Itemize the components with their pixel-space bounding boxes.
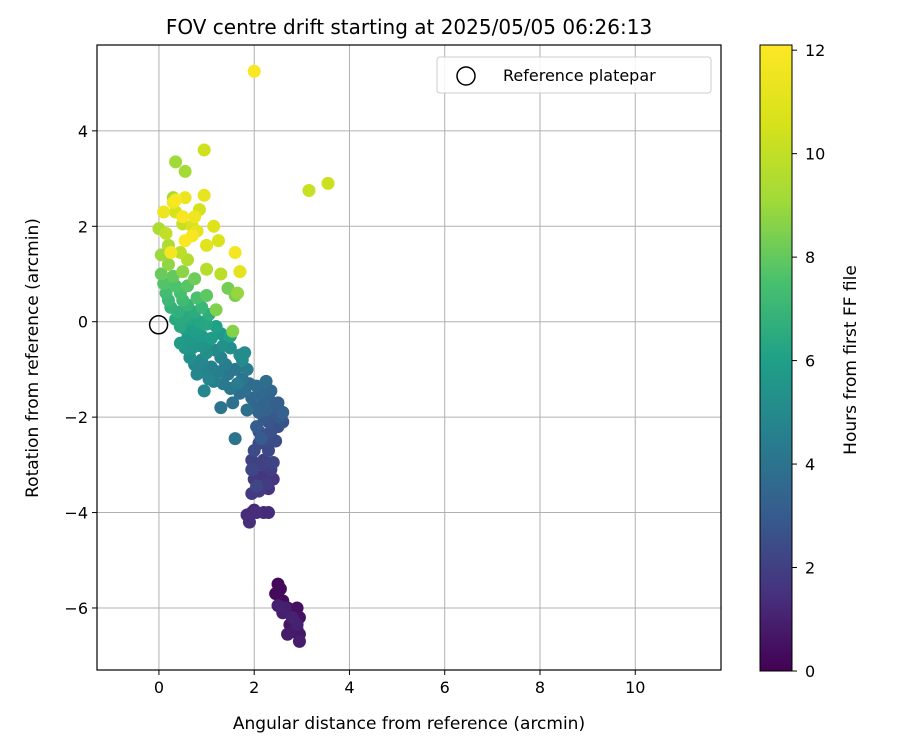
scatter-point bbox=[211, 234, 225, 248]
legend-box bbox=[436, 56, 712, 94]
scatter-point bbox=[169, 193, 183, 207]
y-tick-label: −4 bbox=[64, 504, 88, 523]
x-tick-label: 4 bbox=[344, 678, 354, 697]
colorbar-tick-label: 12 bbox=[805, 41, 825, 60]
scatter-point bbox=[266, 455, 280, 469]
data-points bbox=[152, 64, 335, 648]
scatter-point bbox=[231, 286, 245, 300]
legend-label: Reference platepar bbox=[503, 66, 656, 85]
colorbar-tick-label: 8 bbox=[805, 248, 815, 267]
colorbar: 0 2 4 6 8 10 12 Hours from first FF file bbox=[759, 41, 861, 681]
scatter-point bbox=[207, 219, 221, 233]
scatter-point bbox=[173, 336, 187, 350]
scatter-point bbox=[169, 155, 183, 169]
x-axis-label: Angular distance from reference (arcmin) bbox=[233, 714, 585, 734]
colorbar-ticks: 0 2 4 6 8 10 12 bbox=[792, 41, 825, 681]
scatter-point bbox=[250, 479, 264, 493]
legend-hollow-circle-marker bbox=[456, 66, 476, 86]
scatter-point bbox=[188, 210, 202, 224]
scatter-point bbox=[302, 184, 316, 198]
scatter-point bbox=[261, 506, 275, 520]
scatter-point bbox=[247, 444, 261, 458]
scatter-point bbox=[176, 210, 190, 224]
colorbar-tick-label: 4 bbox=[805, 455, 815, 474]
scatter-point bbox=[228, 246, 242, 260]
scatter-point bbox=[200, 262, 214, 276]
scatter-point bbox=[202, 372, 216, 386]
scatter-point bbox=[250, 420, 264, 434]
scatter-point bbox=[271, 599, 285, 613]
legend: Reference platepar bbox=[436, 56, 712, 94]
colorbar-tick-label: 0 bbox=[805, 662, 815, 681]
scatter-point bbox=[259, 374, 273, 388]
scatter-point bbox=[214, 401, 228, 415]
x-tick-label: 2 bbox=[249, 678, 259, 697]
scatter-point bbox=[173, 246, 187, 260]
x-tick-label: 10 bbox=[625, 678, 645, 697]
colorbar-tick-label: 6 bbox=[805, 352, 815, 371]
y-tick-label: 4 bbox=[78, 122, 88, 141]
scatter-point bbox=[178, 234, 192, 248]
scatter-point bbox=[209, 303, 223, 317]
colorbar-label: Hours from first FF file bbox=[841, 265, 861, 455]
scatter-point bbox=[281, 627, 295, 641]
scatter-point bbox=[157, 205, 171, 219]
scatter-point bbox=[159, 226, 173, 240]
y-tick-label: −6 bbox=[64, 599, 88, 618]
y-axis-label: Rotation from reference (arcmin) bbox=[23, 218, 43, 498]
x-axis-ticks: 0 2 4 6 8 10 bbox=[154, 670, 645, 697]
scatter-point bbox=[233, 265, 247, 279]
scatter-point bbox=[188, 272, 202, 286]
scatter-point bbox=[242, 515, 256, 529]
scatter-point bbox=[161, 257, 175, 271]
scatter-point bbox=[154, 267, 168, 281]
scatter-point bbox=[214, 267, 228, 281]
reference-platepar-marker bbox=[148, 315, 169, 335]
scatter-point bbox=[197, 188, 211, 202]
scatter-point bbox=[200, 238, 214, 252]
x-tick-label: 0 bbox=[154, 678, 164, 697]
scatter-point bbox=[197, 143, 211, 157]
scatter-point bbox=[235, 353, 249, 367]
scatter-point bbox=[254, 432, 268, 446]
scatter-point bbox=[228, 432, 242, 446]
x-tick-label: 8 bbox=[535, 678, 545, 697]
x-tick-label: 6 bbox=[440, 678, 450, 697]
scatter-point bbox=[285, 611, 299, 625]
scatter-point bbox=[240, 403, 254, 417]
chart-title: FOV centre drift starting at 2025/05/05 … bbox=[166, 15, 652, 39]
y-tick-label: 0 bbox=[78, 313, 88, 332]
scatter-point bbox=[226, 396, 240, 410]
scatter-point bbox=[231, 377, 245, 391]
colorbar-tick-label: 10 bbox=[805, 145, 825, 164]
colorbar-tick-label: 2 bbox=[805, 559, 815, 578]
scatter-point bbox=[197, 384, 211, 398]
plot-frame bbox=[96, 44, 722, 671]
scatter-point bbox=[276, 405, 290, 419]
scatter-point bbox=[250, 506, 264, 520]
y-tick-label: −2 bbox=[64, 408, 88, 427]
scatter-point bbox=[178, 164, 192, 178]
scatter-point bbox=[321, 176, 335, 190]
scatter-point bbox=[164, 246, 178, 260]
scatter-point bbox=[204, 331, 218, 345]
scatter-point bbox=[200, 288, 214, 302]
y-axis-ticks: −6 −4 −2 0 2 4 bbox=[64, 122, 97, 618]
scatter-point bbox=[247, 64, 261, 78]
scatter-point bbox=[176, 265, 190, 279]
scatter-point bbox=[292, 634, 306, 648]
scatter-point bbox=[216, 339, 230, 353]
scatter-point bbox=[245, 463, 259, 477]
y-tick-label: 2 bbox=[78, 217, 88, 236]
scatter-point bbox=[226, 324, 240, 338]
colorbar-gradient bbox=[759, 44, 793, 672]
